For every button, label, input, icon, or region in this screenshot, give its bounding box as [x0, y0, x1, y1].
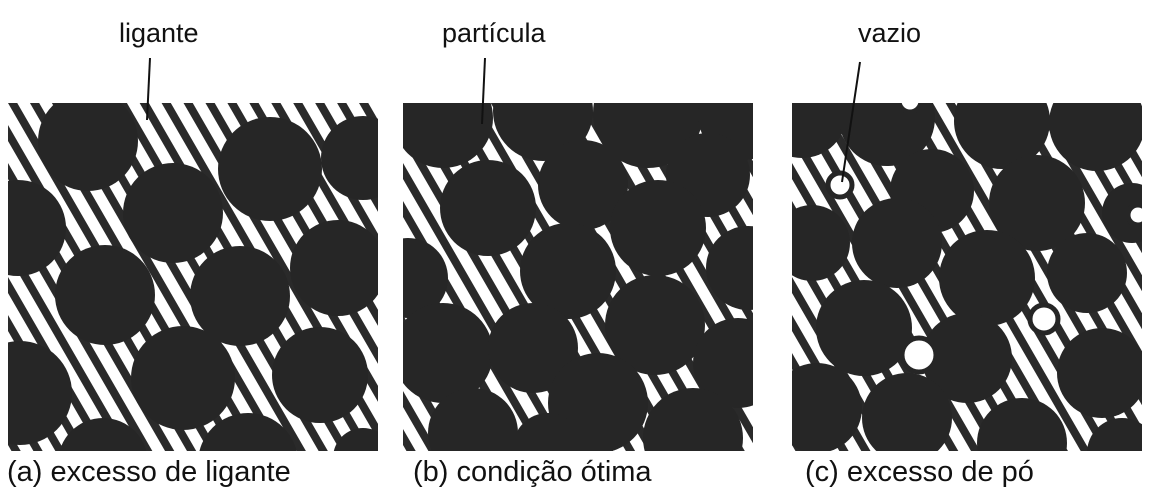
particle	[59, 418, 147, 451]
particle	[1057, 328, 1142, 418]
void-pore	[896, 103, 924, 115]
particle	[1102, 183, 1142, 243]
particle	[706, 226, 753, 310]
particle	[8, 180, 66, 276]
particle	[8, 341, 72, 445]
particle	[954, 103, 1050, 169]
panel-excess-binder	[8, 103, 378, 451]
particle	[38, 103, 138, 191]
particle	[792, 103, 847, 158]
particle	[977, 398, 1067, 451]
particle	[538, 140, 628, 230]
particle	[610, 180, 706, 276]
particle	[55, 245, 155, 345]
void-pore	[1027, 302, 1061, 336]
particle	[428, 388, 518, 451]
callout-void-label: vazio	[858, 18, 922, 48]
particle	[605, 275, 705, 375]
particle	[1047, 233, 1127, 313]
panel-optimum	[403, 103, 753, 451]
particle	[1087, 418, 1142, 451]
void-pore	[825, 170, 855, 200]
particle	[792, 363, 862, 451]
particle	[643, 388, 743, 451]
particle	[403, 303, 493, 403]
callout-particle-label: partícula	[442, 18, 546, 48]
particle	[922, 313, 1012, 403]
caption-panel-b: (b) condição ótima	[413, 456, 652, 488]
particle	[440, 160, 536, 256]
particle	[939, 230, 1035, 326]
particle	[123, 163, 223, 263]
caption-panel-a: (a) excesso de ligante	[7, 456, 291, 488]
particle	[290, 220, 378, 316]
void-pore	[1125, 202, 1142, 228]
particle	[520, 223, 616, 319]
particle	[403, 103, 493, 168]
particle	[852, 198, 942, 288]
particle	[333, 428, 378, 451]
particle	[989, 155, 1085, 251]
particle	[816, 280, 912, 376]
particle	[190, 246, 290, 346]
particle	[199, 413, 297, 451]
particle	[513, 413, 583, 451]
particle	[321, 116, 378, 200]
particle	[862, 373, 952, 451]
particle	[131, 326, 235, 430]
caption-panel-c: (c) excesso de pó	[805, 456, 1034, 488]
panel-excess-powder	[792, 103, 1142, 451]
particle	[839, 103, 935, 166]
particle	[693, 318, 753, 408]
particle	[1049, 103, 1142, 171]
particle	[272, 327, 368, 423]
particle	[218, 117, 322, 221]
void-pore	[899, 335, 939, 375]
callout-binder-label: ligante	[119, 18, 199, 48]
particle	[792, 205, 850, 281]
particle	[488, 303, 578, 393]
particle	[403, 238, 448, 318]
